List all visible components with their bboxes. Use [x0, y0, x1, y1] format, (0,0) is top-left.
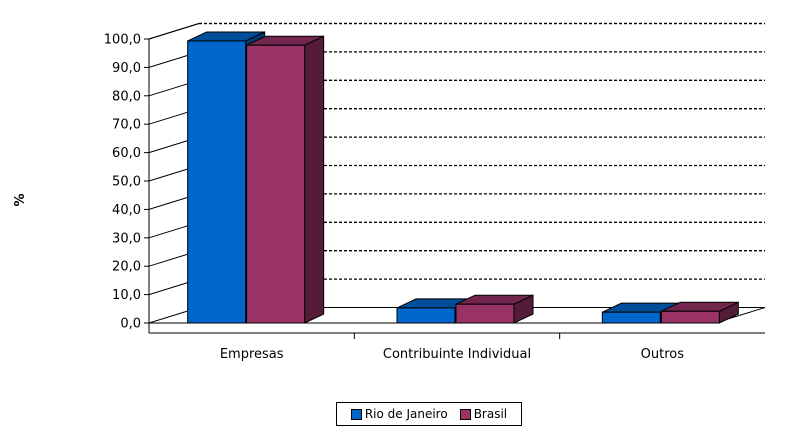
chart-axes — [148, 39, 765, 339]
y-tick-label: 20,0 — [112, 260, 141, 275]
bar-front — [601, 311, 661, 324]
y-tick-label: 40,0 — [112, 203, 141, 218]
legend-swatch-brasil — [459, 408, 471, 420]
y-tick-label: 70,0 — [112, 118, 141, 133]
bar-front — [660, 310, 720, 324]
legend-label-brasil: Brasil — [473, 407, 508, 421]
legend: Rio de Janeiro Brasil — [336, 402, 522, 426]
y-axis-label: % — [13, 193, 28, 206]
legend-label-rio-de-janeiro: Rio de Janeiro — [364, 407, 448, 421]
bar-front — [246, 44, 306, 324]
y-tick-label: 10,0 — [112, 288, 141, 303]
y-tick-label: 90,0 — [112, 61, 141, 76]
legend-swatch-rio-de-janeiro — [350, 408, 362, 420]
y-tick-label: 0,0 — [120, 317, 141, 332]
legend-item-brasil: Brasil — [459, 407, 508, 421]
bar-front — [396, 307, 456, 324]
bar-brasil — [246, 35, 325, 324]
x-category-label: Contribuinte Individual — [383, 347, 531, 362]
side-wall-gridline — [148, 23, 200, 40]
y-tick-label: 100,0 — [104, 33, 141, 48]
bar-side — [304, 35, 325, 324]
x-category-label: Outros — [641, 347, 685, 362]
y-tick-label: 60,0 — [112, 146, 141, 161]
x-axis-categories: Empresas Contribuinte Individual Outros — [220, 347, 684, 362]
bar-brasil — [455, 294, 534, 324]
chart-floor — [148, 307, 766, 324]
bar-front — [455, 303, 515, 324]
y-tick-label: 50,0 — [112, 175, 141, 190]
x-category-label: Empresas — [220, 347, 284, 362]
y-tick-label: 80,0 — [112, 89, 141, 104]
y-axis-ticks: 0,0 10,0 20,0 30,0 40,0 50,0 60,0 70,0 80,0 90,0 1… — [104, 33, 149, 332]
bar-front — [187, 40, 247, 324]
y-tick-label: 30,0 — [112, 231, 141, 246]
legend-item-rio-de-janeiro: Rio de Janeiro — [350, 407, 448, 421]
bars-layer — [187, 31, 739, 324]
bar-brasil — [660, 301, 739, 324]
